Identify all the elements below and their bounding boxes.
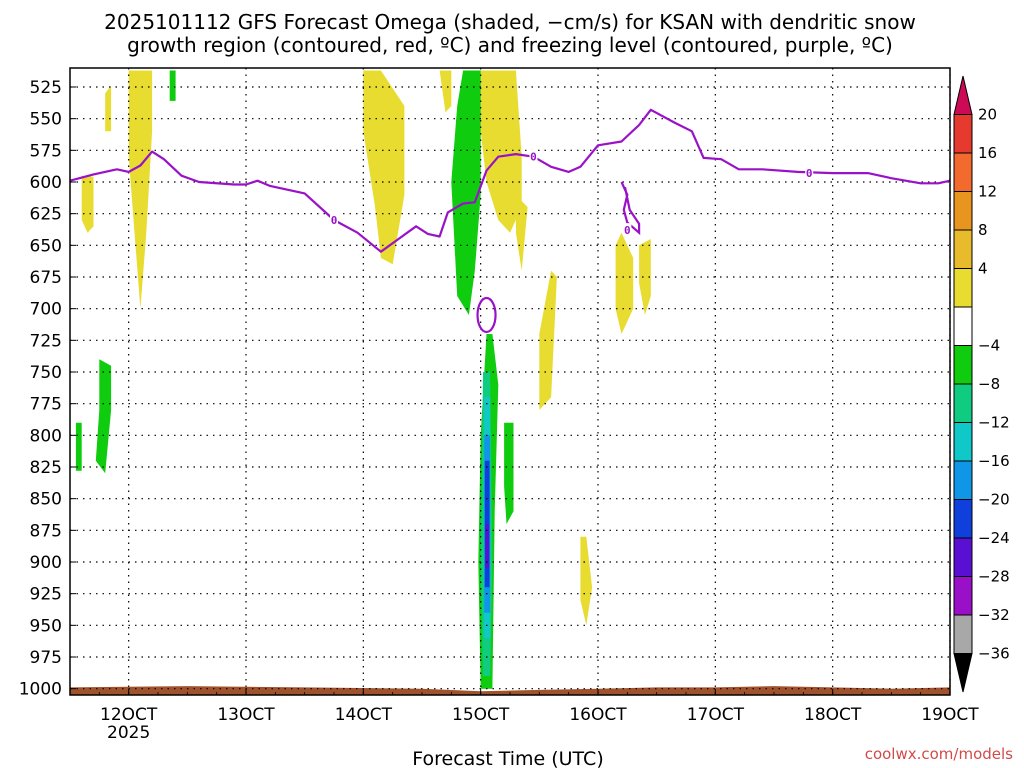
x-tick-label-12OCT: 12OCT (100, 705, 158, 725)
omega-region-3 (363, 70, 405, 265)
y-tick-label-650: 650 (30, 236, 62, 256)
y-tick-label-775: 775 (30, 395, 62, 415)
colorbar-label-12: −32 (978, 606, 1010, 624)
omega-region-13 (504, 422, 514, 524)
y-tick-label-625: 625 (30, 205, 62, 225)
colorbar-label-7: −12 (978, 414, 1010, 432)
x-tick-label-18OCT: 18OCT (804, 705, 862, 725)
omega-region-4 (439, 70, 452, 113)
omega-region-21 (485, 524, 489, 569)
colorbar-bin-4 (953, 229, 973, 269)
watermark: coolwx.com/models (865, 745, 1013, 763)
x-tick-label-15OCT: 15OCT (452, 705, 510, 725)
freezing-level-label-bg-1 (529, 149, 538, 163)
colorbar-bin-9 (953, 422, 973, 462)
y-tick-label-700: 700 (30, 300, 62, 320)
colorbar-bin-12 (953, 537, 973, 577)
freezing-level-label-2: 0 (624, 224, 631, 237)
colorbar-bin-6 (953, 306, 973, 346)
freezing-level-line (69, 108, 951, 253)
y-tick-label-750: 750 (30, 363, 62, 383)
x-tick-label-19OCT: 19OCT (921, 705, 979, 725)
x-tick-label-16OCT: 16OCT (569, 705, 627, 725)
y-tick-label-575: 575 (30, 141, 62, 161)
omega-region-9 (639, 239, 651, 315)
colorbar-bin-2 (953, 152, 973, 192)
colorbar-bin-13 (953, 576, 973, 616)
plot-frame (69, 67, 951, 696)
freezing-level-label-1: 0 (530, 151, 537, 164)
freezing-level-fold (620, 181, 641, 236)
y-tick-label-525: 525 (30, 78, 62, 98)
colorbar-bottom-arrow (953, 653, 973, 693)
colorbar-label-10: −24 (978, 529, 1010, 547)
colorbar-label-6: −8 (978, 375, 1000, 393)
colorbar-label-3: 8 (978, 221, 988, 239)
y-tick-label-850: 850 (30, 490, 62, 510)
y-tick-label-550: 550 (30, 110, 62, 130)
freezing-level-label-bg-0 (330, 213, 338, 226)
x-tick-label-17OCT: 17OCT (687, 705, 745, 725)
y-tick-label-600: 600 (30, 173, 62, 193)
x-axis-label: Forecast Time (UTC) (412, 748, 603, 768)
freezing-level-closed-contour (476, 296, 497, 334)
colorbar-bin-5 (953, 268, 973, 308)
omega-region-1 (105, 85, 112, 132)
colorbar: 20 16 12 8 4 −4 −8 −12 −16 −20 −24 −28 −32 −36 (953, 75, 1010, 693)
colorbar-label-0: 20 (978, 106, 997, 124)
y-tick-label-675: 675 (30, 268, 62, 288)
colorbar-top-arrow (953, 75, 973, 115)
omega-region-7 (539, 270, 557, 410)
omega-region-8 (615, 232, 634, 334)
colorbar-bin-8 (953, 383, 973, 423)
x-tick-label-13OCT: 13OCT (217, 705, 275, 725)
omega-region-0 (81, 175, 94, 233)
freezing-level-label-bg-2 (623, 223, 632, 237)
x-tick-label-14OCT: 14OCT (335, 705, 393, 725)
colorbar-label-11: −28 (978, 568, 1010, 586)
omega-region-16 (169, 70, 176, 101)
colorbar-label-2: 12 (978, 183, 997, 201)
colorbar-bin-14 (953, 614, 973, 654)
terrain-band (70, 686, 950, 695)
y-tick-label-950: 950 (30, 616, 62, 636)
colorbar-label-13: −36 (978, 645, 1010, 663)
colorbar-bin-10 (953, 460, 973, 500)
x-year-label: 2025 (107, 723, 150, 743)
y-tick-label-825: 825 (30, 458, 62, 478)
chart-title-line-2: growth region (contoured, red, ºC) and f… (127, 33, 893, 57)
omega-region-10 (580, 536, 593, 626)
colorbar-bin-3 (953, 191, 973, 231)
omega-region-15 (75, 422, 82, 471)
plot-area: 525 550 575 600 625 650 675 700 725 750 775 800 825 8… (19, 67, 979, 743)
colorbar-label-9: −20 (978, 491, 1010, 509)
omega-region-6 (515, 194, 528, 271)
colorbar-label-4: 4 (978, 260, 988, 278)
colorbar-label-5: −4 (978, 337, 1000, 355)
colorbar-label-8: −16 (978, 452, 1010, 470)
freezing-level-label-0: 0 (331, 214, 338, 227)
chart-title-line-1: 2025101112 GFS Forecast Omega (shaded, −… (104, 10, 916, 34)
y-tick-label-800: 800 (30, 426, 62, 446)
y-tick-label-875: 875 (30, 521, 62, 541)
omega-region-14 (95, 359, 112, 474)
colorbar-bin-11 (953, 499, 973, 539)
y-tick-label-925: 925 (30, 585, 62, 605)
omega-region-11 (451, 70, 481, 315)
freezing-level-label-3: 0 (806, 167, 813, 180)
colorbar-label-1: 16 (978, 144, 997, 162)
colorbar-bin-7 (953, 345, 973, 385)
omega-region-5 (480, 70, 522, 233)
y-tick-label-900: 900 (30, 553, 62, 573)
omega-region-2 (128, 70, 153, 309)
y-tick-label-1000: 1000 (19, 680, 62, 700)
colorbar-bin-1 (953, 114, 973, 154)
freezing-level-label-bg-3 (805, 166, 814, 180)
y-tick-label-975: 975 (30, 648, 62, 668)
y-tick-label-725: 725 (30, 331, 62, 351)
